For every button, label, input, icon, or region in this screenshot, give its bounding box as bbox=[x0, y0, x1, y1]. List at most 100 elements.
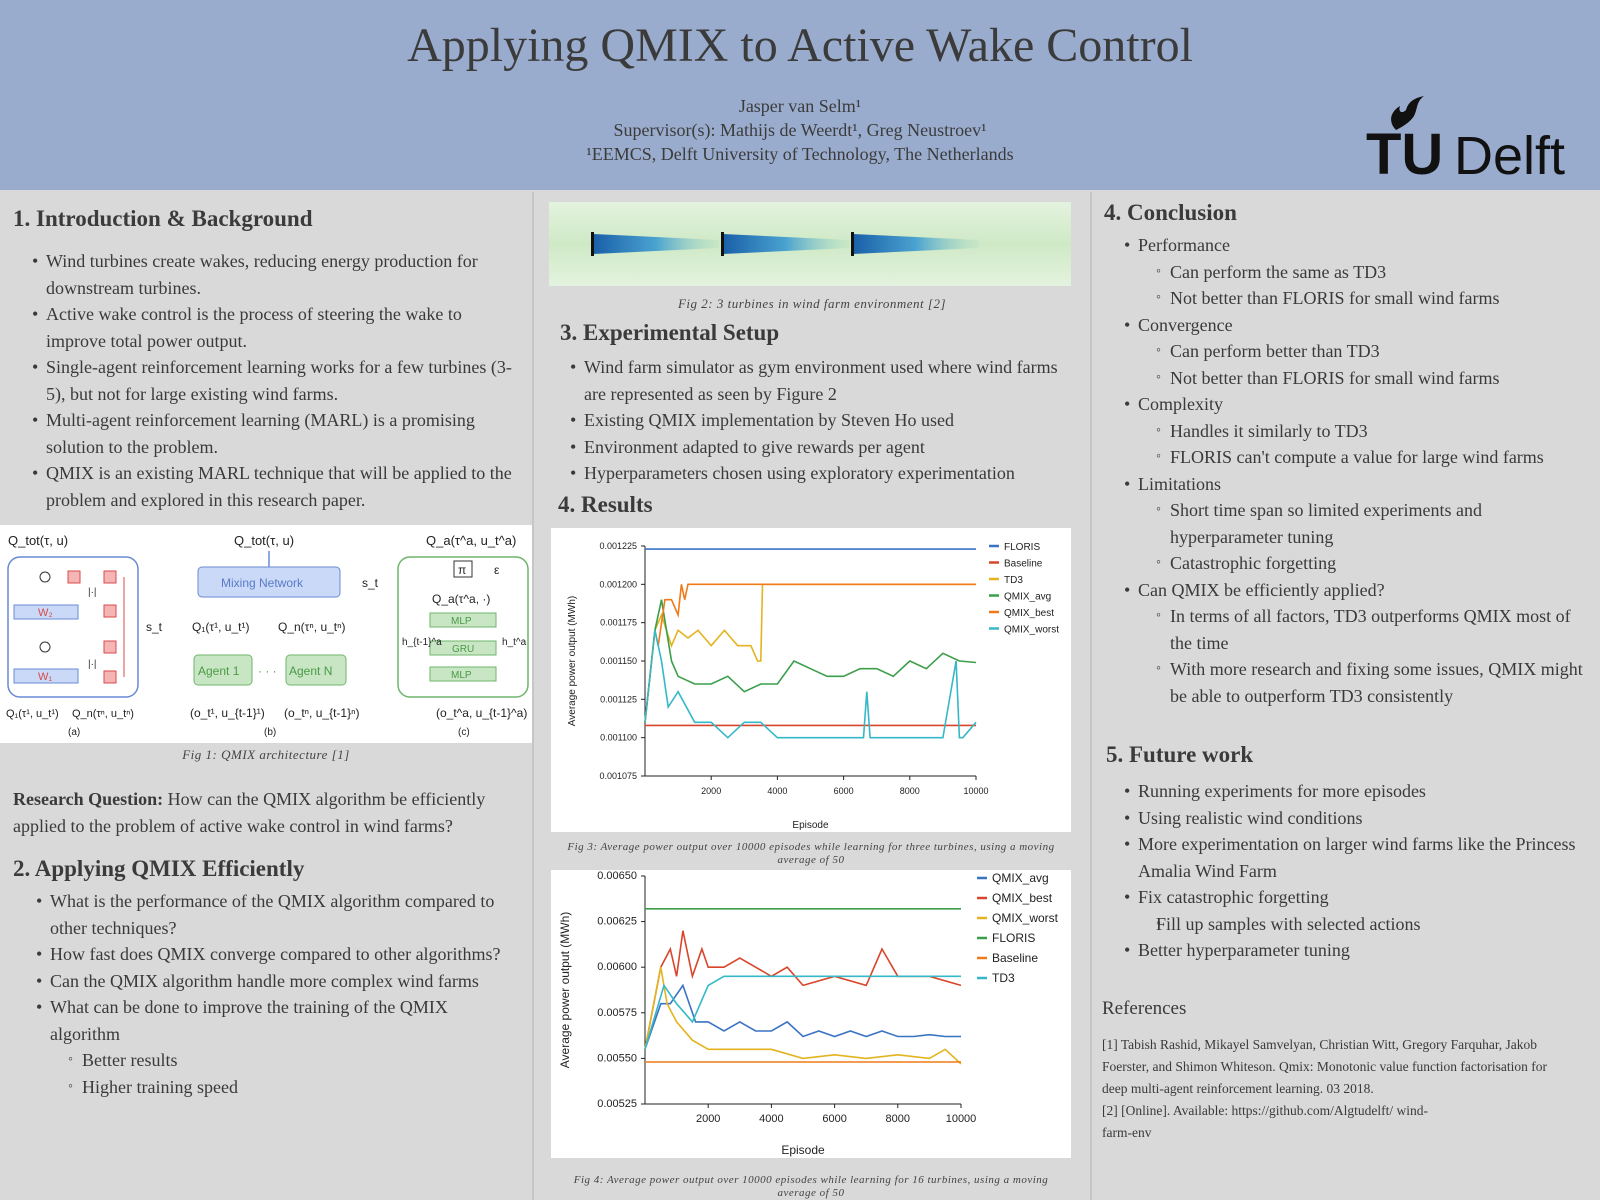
list-item: Better results bbox=[36, 1047, 506, 1074]
x-tick-label: 6000 bbox=[834, 786, 854, 796]
y-tick-label: 0.001075 bbox=[599, 771, 637, 781]
series-line-qmix_avg bbox=[644, 599, 977, 723]
references-heading: References bbox=[1102, 998, 1187, 1019]
series-line-qmix_worst bbox=[644, 630, 977, 739]
fig1-label: Agent N bbox=[289, 664, 332, 678]
results-chart-16-turbines: 0.00525 0.00550 0.00575 0.00600 0.00625 0.006… bbox=[551, 870, 1071, 1158]
list-item: Limitations bbox=[1124, 471, 1596, 498]
list-item: Wind farm simulator as gym environment u… bbox=[570, 354, 1080, 407]
list-item: Wind turbines create wakes, reducing ene… bbox=[32, 248, 522, 301]
list-item: Existing QMIX implementation by Steven H… bbox=[570, 407, 1080, 434]
fig1-label: Q_n(τⁿ, u_tⁿ) bbox=[72, 708, 134, 720]
results-chart-3-turbines: 0.001075 0.001100 0.001125 0.001150 0.001175… bbox=[551, 528, 1071, 832]
column-divider-1 bbox=[532, 192, 534, 1200]
applying-list: What is the performance of the QMIX algo… bbox=[36, 888, 506, 1100]
qmix-architecture-figure: Q_tot(τ, u) W₂ W₁ |·| |·| s_t Q₁(τ¹, u_t… bbox=[0, 525, 532, 743]
fig3-caption: Fig 3: Average power output over 10000 e… bbox=[567, 841, 1055, 866]
legend-label: FLORIS bbox=[992, 931, 1035, 945]
fig1-label: GRU bbox=[452, 644, 474, 655]
fig1-label: h_t^a bbox=[502, 637, 527, 648]
legend-label: QMIX_worst bbox=[1004, 625, 1059, 636]
fig1-label: (o_tⁿ, u_{t-1}ⁿ) bbox=[284, 706, 359, 720]
column-divider-2 bbox=[1090, 192, 1092, 1200]
y-tick-label: 0.001125 bbox=[600, 694, 637, 704]
poster-header: Applying QMIX to Active Wake Control Jas… bbox=[0, 0, 1600, 190]
list-item: Handles it similarly to TD3 bbox=[1124, 418, 1596, 445]
x-tick-label: 2000 bbox=[701, 786, 721, 796]
list-item: QMIX is an existing MARL technique that … bbox=[32, 460, 522, 513]
fig1-label: |·| bbox=[88, 659, 97, 670]
affiliation: ¹EEMCS, Delft University of Technology, … bbox=[586, 144, 1014, 164]
logo-delft: Delft bbox=[1454, 126, 1565, 182]
author-name: Jasper van Selm¹ bbox=[738, 96, 862, 116]
list-item: How fast does QMIX converge compared to … bbox=[36, 941, 506, 968]
y-tick-label: 0.001200 bbox=[599, 579, 637, 589]
fig1-caption: Fig 1: QMIX architecture [1] bbox=[182, 747, 350, 762]
series-line-qmix_worst bbox=[644, 967, 962, 1065]
fig1-label: s_t bbox=[362, 576, 379, 590]
y-tick-label: 0.001175 bbox=[600, 618, 637, 628]
fig1-label: W₁ bbox=[38, 671, 52, 683]
fig1-label: Q_a(τ^a, u_t^a) bbox=[426, 533, 516, 548]
research-question-text: How can the QMIX algorithm be efficientl… bbox=[13, 789, 486, 836]
supervisors: Supervisor(s): Mathijs de Weerdt¹, Greg … bbox=[613, 120, 987, 140]
list-item: With more research and fixing some issue… bbox=[1124, 656, 1596, 709]
y-axis-label: Average power output (MWh) bbox=[567, 596, 578, 726]
list-item: Not better than FLORIS for small wind fa… bbox=[1124, 285, 1596, 312]
legend-label: QMIX_avg bbox=[1004, 592, 1051, 603]
x-tick-label: 2000 bbox=[696, 1113, 720, 1125]
legend-label: Baseline bbox=[992, 951, 1038, 965]
list-item: Fill up samples with selected actions bbox=[1124, 911, 1584, 938]
fig1-label: (a) bbox=[68, 727, 80, 738]
list-item: Catastrophic forgetting bbox=[1124, 550, 1596, 577]
future-list: Running experiments for more episodes Us… bbox=[1124, 778, 1584, 964]
series-line-td3 bbox=[644, 975, 961, 1050]
list-item: Hyperparameters chosen using exploratory… bbox=[570, 460, 1080, 487]
x-tick-label: 8000 bbox=[886, 1113, 910, 1125]
fig1-label: h_{t-1}^a bbox=[402, 637, 442, 648]
logo-tu: TU bbox=[1366, 122, 1443, 182]
wind-farm-figure bbox=[549, 202, 1071, 286]
poster-title: Applying QMIX to Active Wake Control bbox=[407, 19, 1193, 72]
fig1-label: W₂ bbox=[38, 607, 53, 619]
intro-list: Wind turbines create wakes, reducing ene… bbox=[32, 248, 522, 513]
turbine-icon bbox=[591, 232, 594, 256]
y-tick-label: 0.001150 bbox=[600, 656, 637, 666]
turbine-icon bbox=[721, 232, 724, 256]
fig4-caption: Fig 4: Average power output over 10000 e… bbox=[573, 1174, 1049, 1199]
list-item: Can perform the same as TD3 bbox=[1124, 259, 1596, 286]
list-item: What is the performance of the QMIX algo… bbox=[36, 888, 506, 941]
fig1-label: Q₁(τ¹, u_t¹) bbox=[192, 620, 249, 634]
list-item: Can the QMIX algorithm handle more compl… bbox=[36, 968, 506, 995]
list-item: In terms of all factors, TD3 outperforms… bbox=[1124, 603, 1596, 656]
list-item: Fix catastrophic forgetting bbox=[1124, 884, 1584, 911]
list-item: Running experiments for more episodes bbox=[1124, 778, 1584, 805]
y-tick-label: 0.001100 bbox=[600, 733, 637, 743]
fig1-label: Q_n(τⁿ, u_tⁿ) bbox=[278, 620, 346, 634]
x-tick-label: 10000 bbox=[946, 1113, 977, 1125]
fig1-label: Mixing Network bbox=[221, 576, 304, 590]
results-heading: 4. Results bbox=[558, 492, 653, 517]
turbine-icon bbox=[851, 232, 854, 256]
fig1-label: Agent 1 bbox=[198, 664, 240, 678]
x-tick-label: 10000 bbox=[963, 786, 988, 796]
list-item: Higher training speed bbox=[36, 1074, 506, 1101]
fig1-label: |·| bbox=[88, 587, 97, 598]
reference-item: [2] [Online]. Available: https://github.… bbox=[1102, 1103, 1428, 1140]
list-item: Using realistic wind conditions bbox=[1124, 805, 1584, 832]
fig1-label: MLP bbox=[451, 616, 472, 627]
research-question: Research Question: How can the QMIX algo… bbox=[13, 786, 525, 839]
list-item: Single-agent reinforcement learning work… bbox=[32, 354, 522, 407]
series-line-qmix_best bbox=[644, 930, 962, 1050]
y-tick-label: 0.00625 bbox=[597, 916, 637, 928]
legend-label: TD3 bbox=[992, 971, 1015, 985]
list-item: What can be done to improve the training… bbox=[36, 994, 506, 1047]
applying-heading: 2. Applying QMIX Efficiently bbox=[13, 856, 305, 881]
tu-delft-logo: TU Delft bbox=[1366, 96, 1565, 182]
y-tick-label: 0.00575 bbox=[597, 1007, 637, 1019]
list-item: Complexity bbox=[1124, 391, 1596, 418]
list-item: Better hyperparameter tuning bbox=[1124, 937, 1584, 964]
fig1-label: MLP bbox=[451, 670, 472, 681]
fig1-label: (o_t^a, u_{t-1}^a) bbox=[436, 706, 527, 720]
legend-label: QMIX_best bbox=[992, 891, 1053, 905]
